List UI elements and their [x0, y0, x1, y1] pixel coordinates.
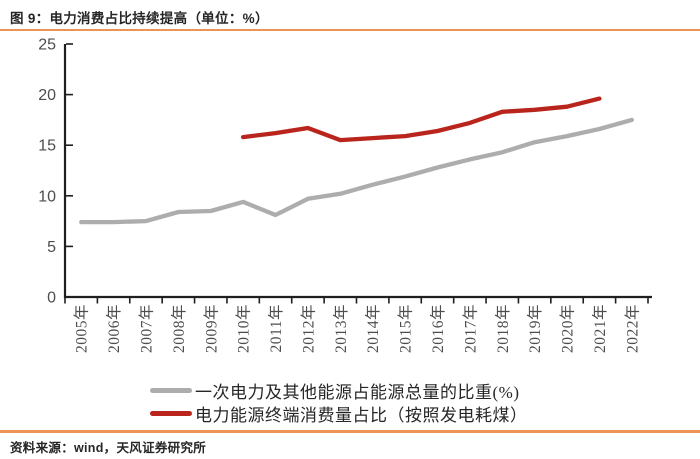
series-line-grey — [79, 117, 634, 225]
x-tick-label: 2019年 — [526, 304, 544, 353]
y-tick-label: 10 — [38, 188, 56, 205]
source-note: 资料来源：wind，天风证券研究所 — [10, 441, 207, 455]
series-line-red — [240, 96, 602, 143]
legend-label: 一次电力及其他能源占能源总量的比重(%) — [195, 383, 520, 402]
y-tick-label: 0 — [47, 290, 56, 307]
x-tick-label: 2015年 — [397, 304, 415, 353]
legend-item: 电力能源终端消费量占比（按照发电耗煤） — [150, 402, 528, 425]
y-tick-label: 20 — [38, 87, 56, 104]
legend-swatch — [150, 411, 192, 416]
x-tick-label: 2010年 — [235, 304, 253, 353]
x-tick-label: 2021年 — [591, 304, 609, 353]
x-tick-label: 2008年 — [170, 304, 188, 353]
x-tick-label: 2022年 — [623, 304, 641, 353]
y-tick-label: 25 — [38, 37, 56, 54]
axis-lines — [63, 44, 652, 299]
y-tick-label: 15 — [38, 138, 56, 155]
y-tick-label: 5 — [47, 239, 56, 256]
x-tick-label: 2013年 — [332, 304, 350, 353]
x-tick-label: 2005年 — [73, 304, 91, 353]
legend-item: 一次电力及其他能源占能源总量的比重(%) — [150, 379, 519, 402]
x-tick-label: 2017年 — [461, 304, 479, 353]
legend-swatch — [150, 388, 192, 393]
x-tick-label: 2020年 — [559, 304, 577, 353]
x-tick-label: 2006年 — [105, 304, 123, 353]
x-tick-label: 2007年 — [137, 304, 155, 353]
page-title: 图 9：电力消费占比持续提高（单位：%） — [10, 11, 269, 26]
bottom-divider — [0, 430, 700, 433]
chart-legend: 一次电力及其他能源占能源总量的比重(%) 电力能源终端消费量占比（按照发电耗煤） — [150, 379, 528, 425]
x-tick-label: 2018年 — [494, 304, 512, 353]
x-tick-label: 2011年 — [267, 304, 285, 352]
x-tick-label: 2016年 — [429, 304, 447, 353]
x-tick-label: 2012年 — [299, 304, 317, 353]
top-divider — [0, 28, 700, 31]
legend-label: 电力能源终端消费量占比（按照发电耗煤） — [195, 406, 528, 425]
x-tick-label: 2009年 — [202, 304, 220, 353]
x-tick-label: 2014年 — [364, 304, 382, 353]
